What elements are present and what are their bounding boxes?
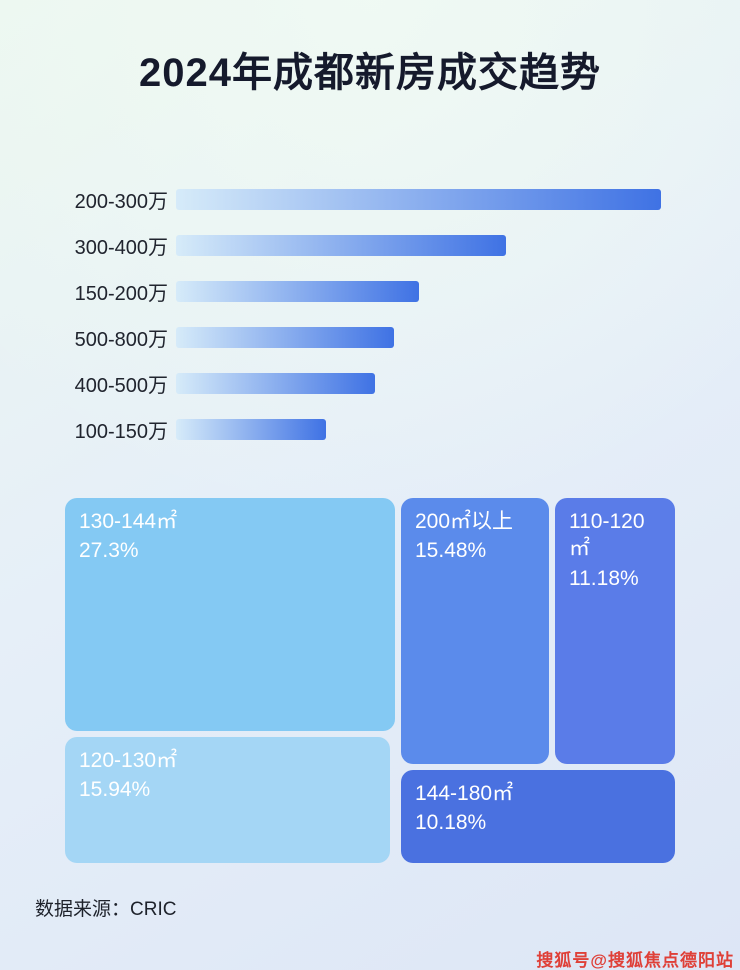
bar — [176, 234, 506, 256]
bar-label: 150-200万 — [74, 282, 168, 305]
bar-row: 300-400万 — [0, 222, 740, 268]
treemap-value: 15.94% — [79, 778, 151, 802]
bar-row: 400-500万 — [0, 360, 740, 406]
treemap-value: 10.18% — [415, 811, 487, 835]
bar — [176, 188, 661, 210]
treemap-block: 130-144㎡ 27.3% — [65, 498, 395, 731]
data-source: 数据来源：CRIC — [35, 899, 177, 920]
bar-track — [176, 326, 740, 348]
bar-row: 150-200万 — [0, 268, 740, 314]
bar — [176, 372, 375, 394]
treemap-block: 144-180㎡ 10.18% — [401, 770, 675, 863]
bar-track — [176, 234, 740, 256]
bar — [176, 280, 419, 302]
bar-row: 200-300万 — [0, 176, 740, 222]
treemap-label: 110-120㎡ — [569, 510, 645, 561]
treemap-block: 120-130㎡ 15.94% — [65, 737, 390, 863]
bar-label: 100-150万 — [74, 420, 168, 443]
treemap-block: 110-120㎡ 11.18% — [555, 498, 675, 764]
treemap-label: 144-180㎡ — [415, 782, 514, 805]
bar-label: 500-800万 — [74, 328, 168, 351]
treemap-label: 120-130㎡ — [79, 749, 178, 772]
treemap-value: 11.18% — [569, 566, 639, 590]
bar-label: 300-400万 — [74, 236, 168, 259]
treemap-label: 200㎡以上 — [415, 510, 514, 533]
bar-track — [176, 188, 740, 210]
bar-label: 400-500万 — [74, 374, 168, 397]
watermark: 搜狐号@搜狐焦点德阳站 — [536, 951, 734, 970]
bar-row: 100-150万 — [0, 406, 740, 452]
treemap: 130-144㎡ 27.3% 200㎡以上 15.48% 110-120㎡ 11… — [65, 498, 675, 864]
treemap-block: 200㎡以上 15.48% — [401, 498, 549, 764]
bar — [176, 326, 394, 348]
bar-label: 200-300万 — [74, 190, 168, 213]
treemap-label: 130-144㎡ — [79, 510, 178, 533]
bar-row: 500-800万 — [0, 314, 740, 360]
bar-track — [176, 418, 740, 440]
page-title: 2024年成都新房成交趋势 — [139, 51, 601, 95]
treemap-value: 27.3% — [79, 539, 139, 563]
bar — [176, 418, 326, 440]
bar-track — [176, 280, 740, 302]
treemap-value: 15.48% — [415, 539, 487, 563]
bar-chart: 200-300万 300-400万 150-200万 500-800万 400-500万… — [0, 176, 740, 452]
bar-track — [176, 372, 740, 394]
